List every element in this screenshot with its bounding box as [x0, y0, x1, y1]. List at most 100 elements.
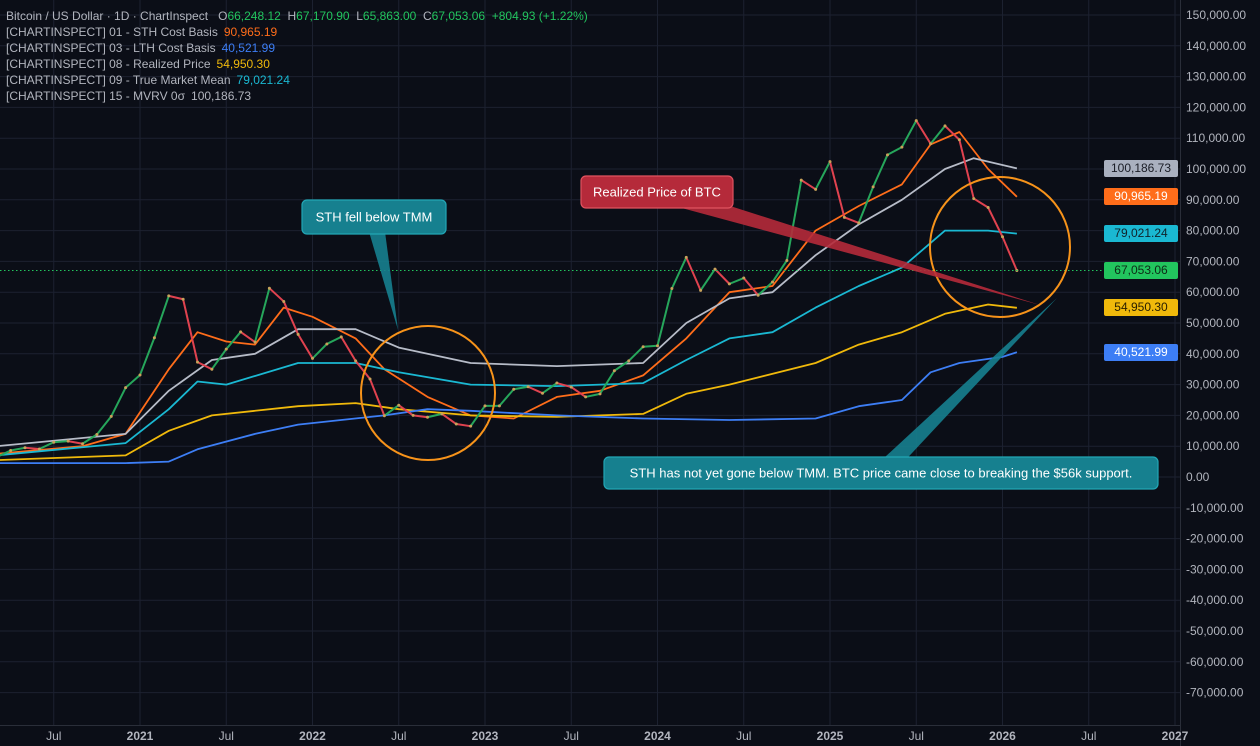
price-point [943, 124, 947, 128]
price-point [612, 369, 616, 373]
price-segment [369, 378, 386, 417]
highlight-circle-2022 [360, 325, 496, 461]
price-segment [268, 287, 285, 303]
symbol-title[interactable]: Bitcoin / US Dollar · 1D · ChartInspect [6, 9, 209, 23]
price-point [526, 385, 530, 389]
price-segment [857, 186, 875, 224]
x-tick-label: Jul [46, 729, 61, 743]
price-point [512, 387, 516, 391]
price-segment [254, 287, 271, 343]
price-segment [513, 385, 529, 391]
price-segment [987, 207, 1004, 238]
price-point [986, 206, 990, 209]
price-point [1001, 235, 1004, 239]
price-segment [182, 299, 199, 363]
price-segment [110, 387, 127, 417]
price-point [239, 330, 243, 334]
close-label: C [422, 9, 432, 23]
indicator-row[interactable]: [CHARTINSPECT] 08 - Realized Price 54,950… [6, 56, 588, 72]
symbol-row: Bitcoin / US Dollar · 1D · ChartInspect … [6, 8, 588, 24]
price-point [37, 447, 41, 451]
price-segment [585, 392, 601, 398]
price-segment [915, 120, 932, 145]
x-tick-label: 2024 [644, 729, 671, 743]
indicator-name: [CHARTINSPECT] 08 - Realized Price [6, 57, 211, 71]
annotation-realized-price: Realized Price of BTC [580, 175, 1040, 305]
price-point [397, 403, 401, 407]
price-segment [240, 331, 256, 343]
price-point [972, 197, 976, 201]
y-tick-label: 20,000.00 [1186, 408, 1240, 422]
annotation-sth-not-below-tmm: STH has not yet gone below TMM. BTC pric… [603, 298, 1159, 490]
indicator-name: [CHARTINSPECT] 09 - True Market Mean [6, 73, 231, 87]
price-point [699, 288, 703, 292]
x-tick-label: 2023 [472, 729, 499, 743]
price-point [857, 221, 861, 225]
price-segment [800, 179, 817, 191]
price-segment [81, 433, 98, 445]
price-segment [973, 197, 989, 209]
price-segment [613, 360, 630, 372]
price-point [325, 342, 329, 346]
price-segment [0, 449, 12, 457]
price-point [842, 215, 846, 219]
price-point [81, 442, 84, 446]
callout-box [603, 456, 1159, 490]
x-tick-label: Jul [909, 729, 924, 743]
price-point [814, 187, 818, 191]
price-segment [656, 288, 673, 347]
price-point [483, 404, 487, 408]
price-point [469, 424, 473, 428]
price-point [296, 332, 300, 336]
x-tick-label: Jul [564, 729, 579, 743]
y-tick-label: 100,000.00 [1186, 162, 1246, 176]
price-segment [785, 179, 803, 261]
price-segment [541, 382, 558, 395]
indicator-row[interactable]: [CHARTINSPECT] 15 - MVRV 0σ 100,186.73 [6, 88, 588, 104]
y-tick-label: 30,000.00 [1186, 378, 1240, 392]
x-tick-label: Jul [391, 729, 406, 743]
price-point [152, 336, 156, 340]
price-segment [714, 268, 731, 285]
price-segment [829, 161, 846, 218]
price-point [426, 415, 429, 419]
indicator-row[interactable]: [CHARTINSPECT] 09 - True Market Mean 79,0… [6, 72, 588, 88]
price-segment [527, 385, 543, 395]
indicator-row[interactable]: [CHARTINSPECT] 03 - LTH Cost Basis 40,521… [6, 40, 588, 56]
price-point [670, 287, 674, 291]
annotation-sth-fell-below-tmm: STH fell below TMM [301, 199, 447, 330]
price-point [497, 404, 501, 408]
high-label: H [287, 9, 297, 23]
open-label: O [218, 9, 228, 23]
high-value: 67,170.90 [296, 9, 350, 23]
price-point [584, 395, 588, 399]
price-point [727, 282, 731, 286]
indicator-value: 79,021.24 [236, 73, 290, 87]
indicator-value: 54,950.30 [216, 57, 270, 71]
y-tick-label: 130,000.00 [1186, 70, 1246, 84]
price-segment [282, 301, 300, 335]
price-segment [10, 446, 26, 452]
price-segment [469, 405, 486, 427]
price-point [598, 392, 602, 396]
y-tick-label: -50,000.00 [1186, 624, 1244, 638]
price-point [771, 280, 774, 284]
price-point [656, 344, 659, 348]
price-point [267, 286, 271, 290]
price-segment [412, 414, 428, 419]
indicator-row[interactable]: [CHARTINSPECT] 01 - STH Cost Basis 90,965… [6, 24, 588, 40]
price-tag: 67,053.06 [1104, 261, 1178, 279]
price-segment [556, 382, 572, 389]
price-segment [728, 277, 745, 285]
price-segment [53, 440, 69, 444]
price-point [167, 294, 171, 298]
y-tick-label: 110,000.00 [1186, 131, 1245, 145]
x-tick-label: 2025 [817, 729, 844, 743]
price-segment [887, 146, 903, 156]
price-point [311, 356, 314, 360]
y-tick-label: 90,000.00 [1186, 193, 1240, 207]
price-segment [872, 154, 889, 188]
price-segment [96, 415, 113, 436]
callout-pointer [365, 215, 398, 330]
